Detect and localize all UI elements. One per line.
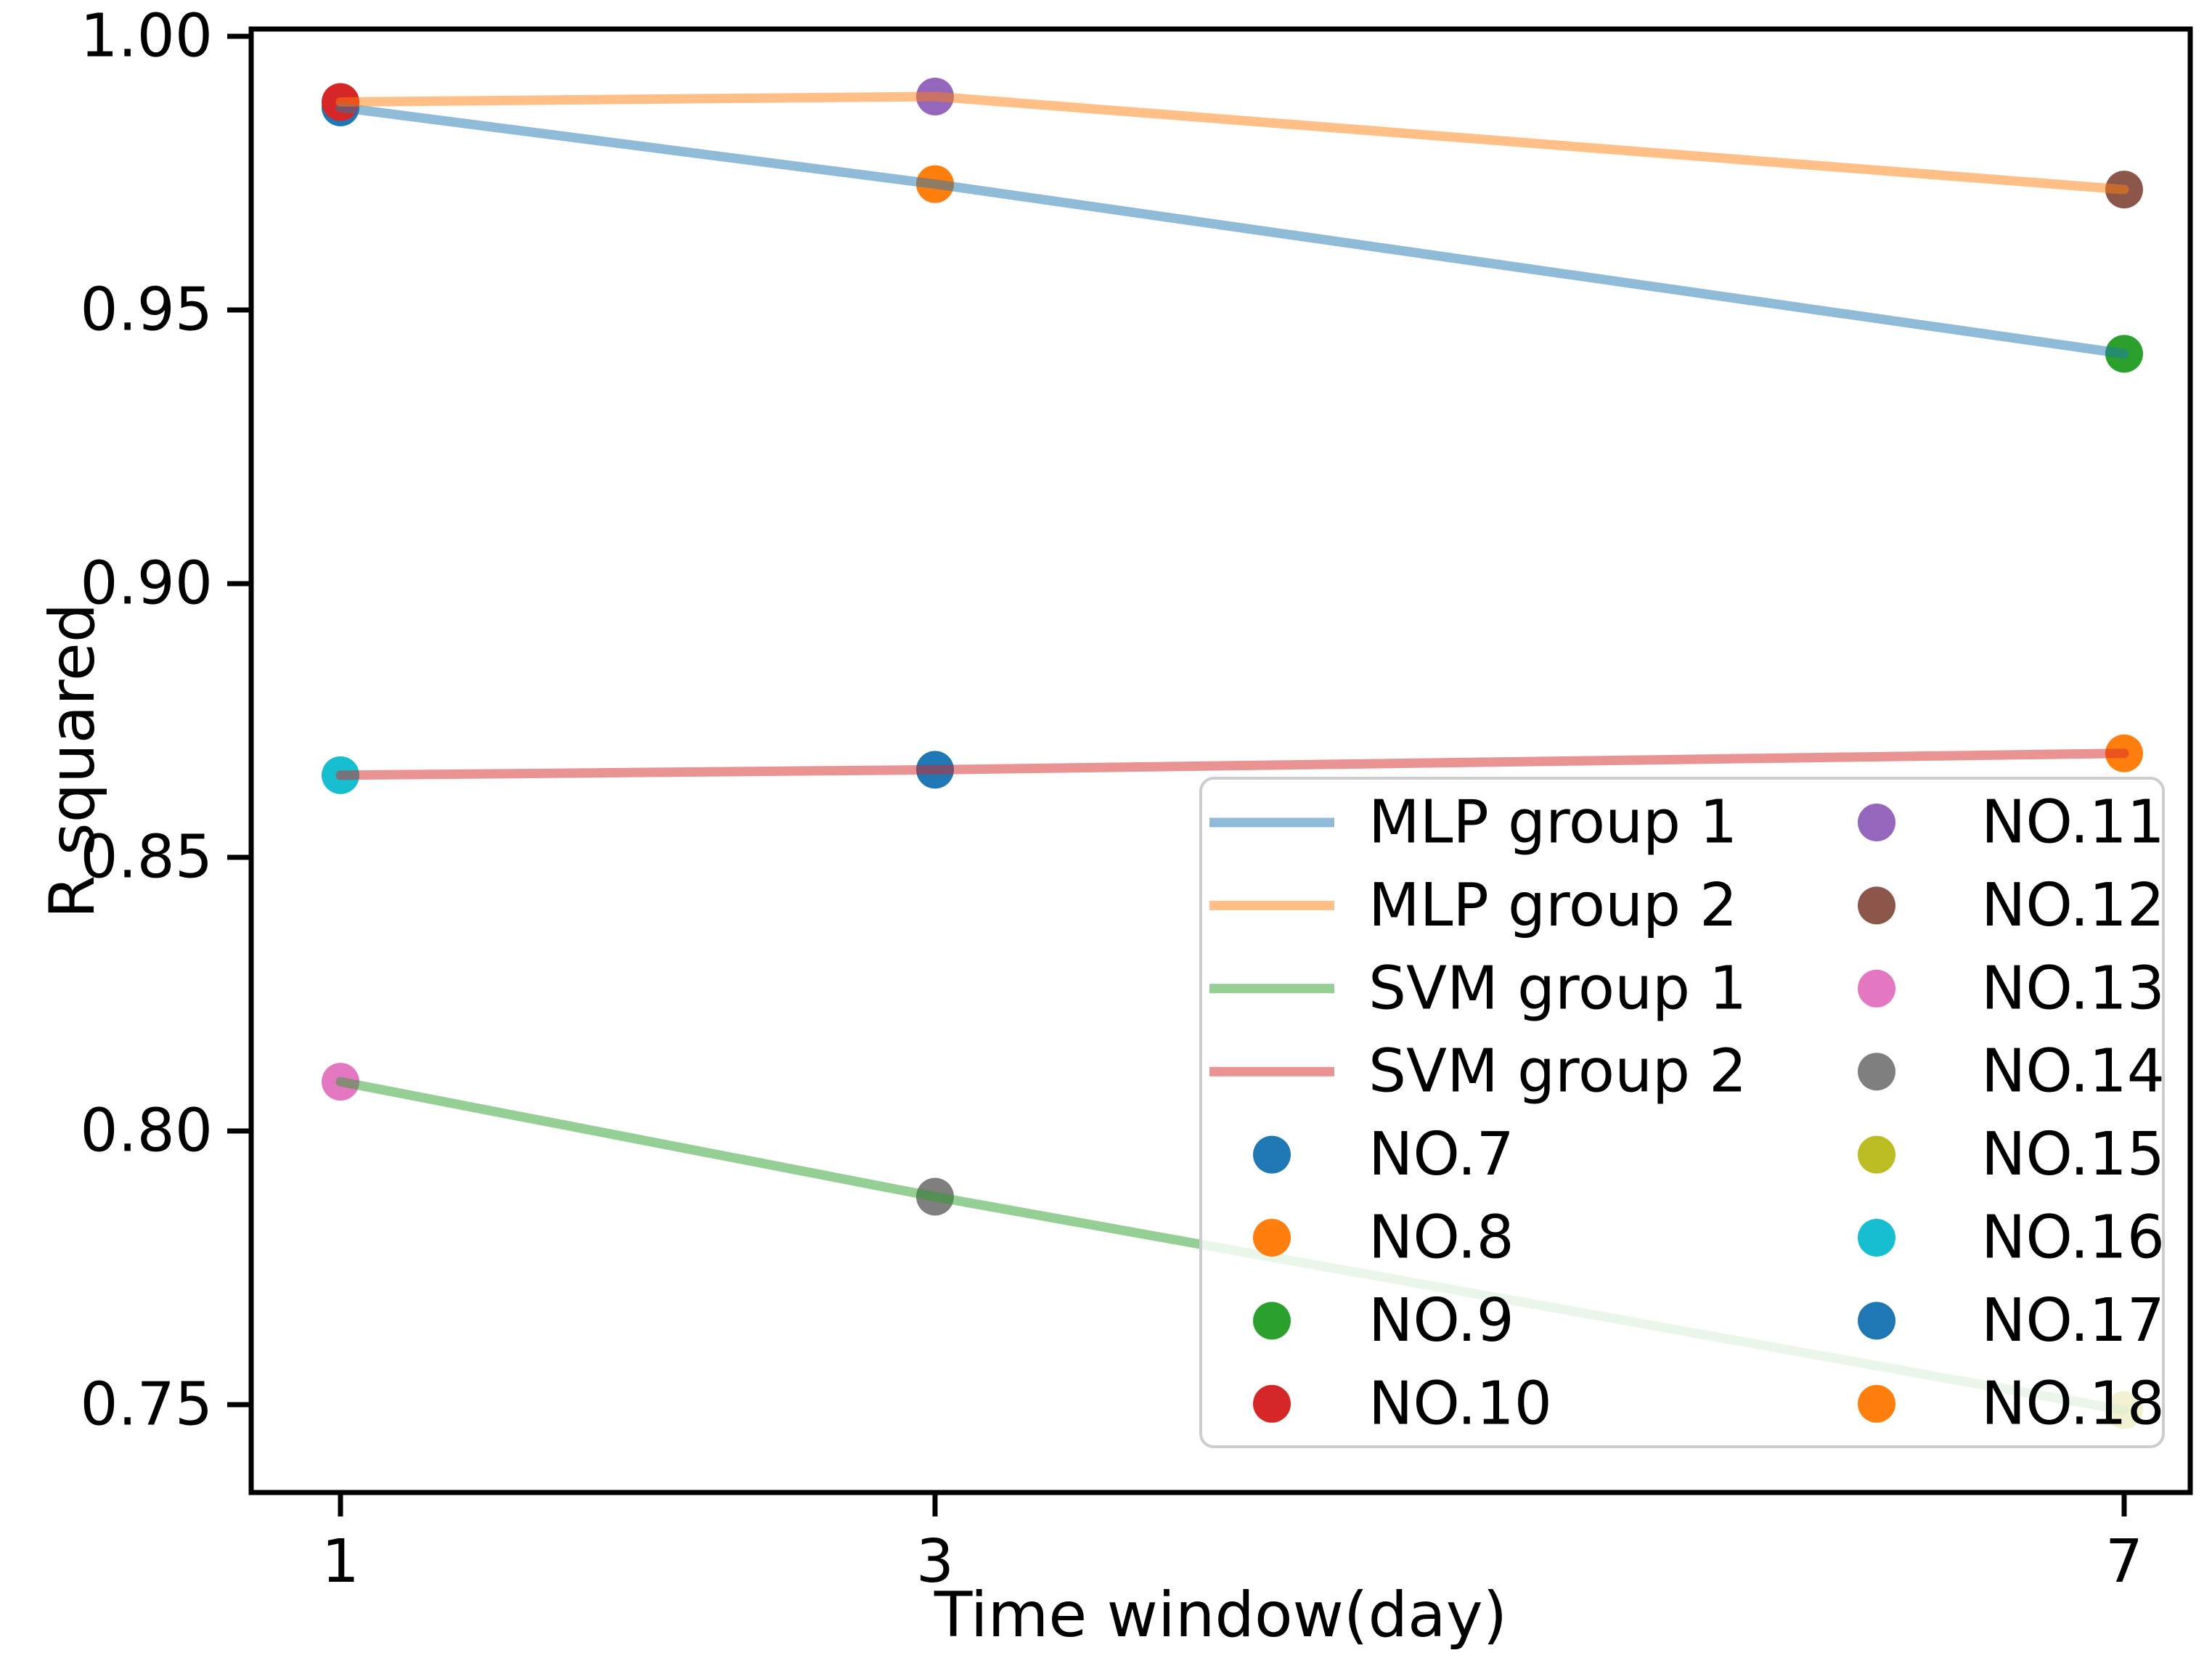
legend-label: NO.13: [1981, 954, 2165, 1023]
legend-label: NO.15: [1981, 1120, 2165, 1189]
series-line-mlp-group-1: [335, 102, 2129, 359]
legend-dot-swatch: [1253, 1384, 1291, 1423]
legend-label: NO.11: [1981, 788, 2165, 857]
legend-label: MLP group 1: [1368, 788, 1737, 857]
legend-dot-swatch: [1858, 804, 1895, 841]
legend-label: NO.9: [1368, 1286, 1514, 1355]
legend-dot-swatch: [1858, 1302, 1895, 1340]
x-tick-label: 3: [916, 1527, 954, 1596]
legend-label: NO.8: [1368, 1204, 1514, 1273]
x-tick-label: 1: [322, 1527, 359, 1596]
x-tick-label: 7: [2105, 1527, 2143, 1596]
legend-dot-swatch: [1858, 1135, 1895, 1174]
legend-label: SVM group 2: [1368, 1037, 1747, 1106]
legend-dot-swatch: [1253, 1219, 1291, 1257]
y-tick-label: 0.85: [80, 823, 213, 892]
series-line-svm-group-2: [335, 748, 2129, 780]
legend-label: NO.7: [1368, 1120, 1514, 1189]
legend-dot-swatch: [1253, 1135, 1291, 1174]
series-line-mlp-group-2: [335, 91, 2129, 195]
legend-dot-swatch: [1858, 886, 1895, 925]
legend-dot-swatch: [1858, 969, 1895, 1008]
legend-label: MLP group 2: [1368, 871, 1737, 940]
plot-border: [248, 26, 2193, 1495]
legend-label: NO.18: [1981, 1369, 2165, 1438]
legend-label: NO.16: [1981, 1204, 2165, 1273]
y-tick-label: 0.80: [80, 1097, 213, 1166]
y-axis-label: R squared: [36, 603, 109, 919]
legend-dot-swatch: [1858, 1053, 1895, 1091]
legend: MLP group 1 MLP group 2 SVM group 1 SVM gro…: [1199, 777, 2165, 1448]
legend-dot-swatch: [1253, 1302, 1291, 1340]
y-tick-label: 1.00: [80, 2, 213, 71]
y-tick-label: 0.90: [80, 550, 213, 618]
legend-label: NO.17: [1981, 1286, 2165, 1355]
legend-dot-swatch: [1858, 1384, 1895, 1423]
y-tick-label: 0.95: [80, 276, 213, 345]
legend-frame: [1199, 777, 2165, 1448]
x-axis-label: Time window(day): [934, 1579, 1507, 1651]
legend-label: NO.12: [1981, 871, 2165, 940]
legend-label: NO.14: [1981, 1037, 2165, 1106]
y-tick-label: 0.75: [80, 1371, 213, 1440]
legend-label: SVM group 1: [1368, 954, 1747, 1023]
legend-dot-swatch: [1858, 1219, 1895, 1257]
legend-label: NO.10: [1368, 1369, 1552, 1438]
